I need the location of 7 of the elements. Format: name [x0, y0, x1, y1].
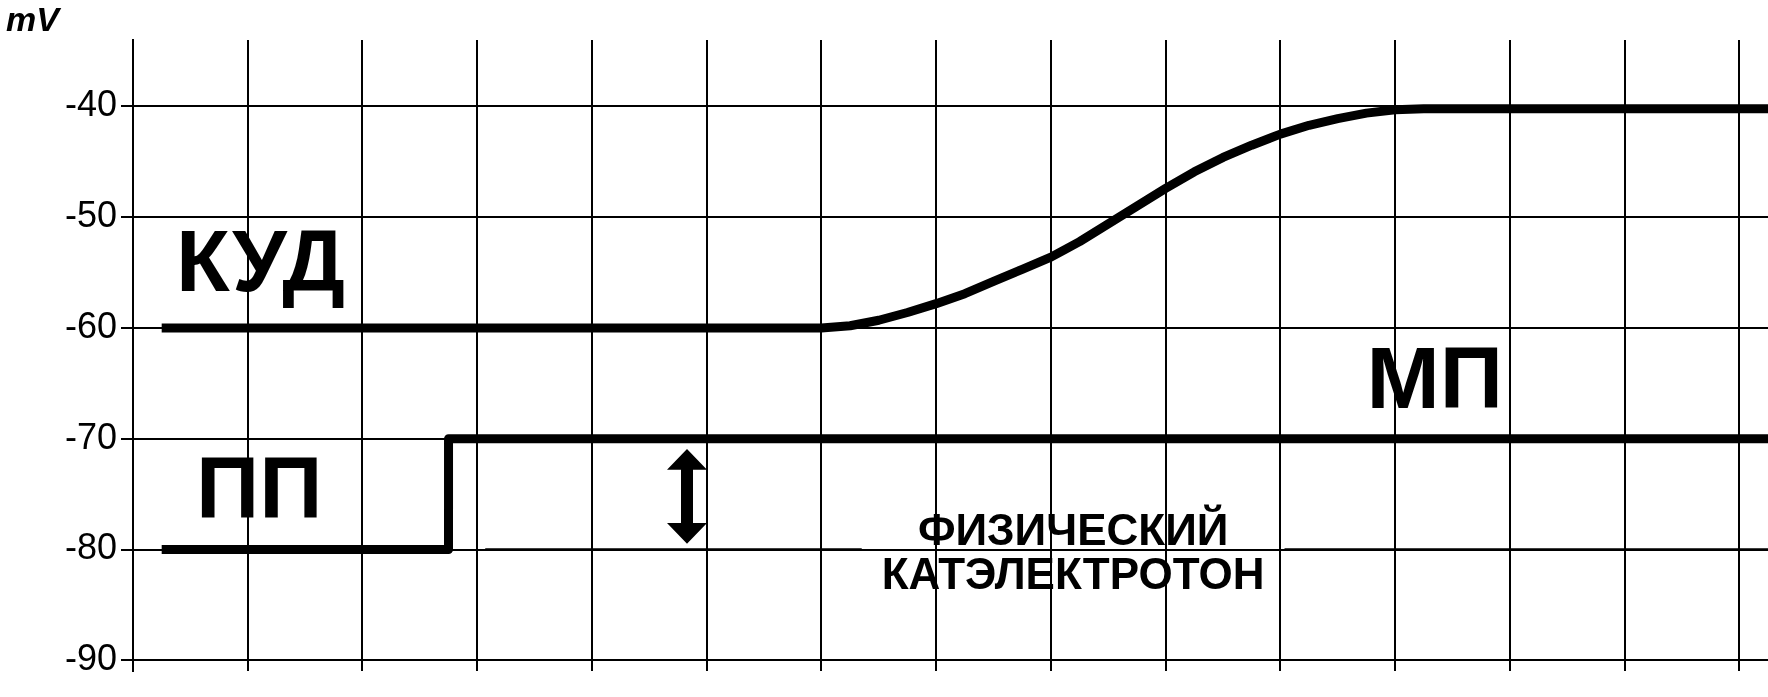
- y-axis-title: mV: [6, 0, 63, 39]
- y-tick-label: -70: [64, 415, 117, 457]
- y-tick-label: -40: [64, 83, 117, 125]
- y-tick-label: -80: [64, 526, 117, 568]
- y-tick-label: -60: [64, 304, 117, 346]
- y-tick-label: -50: [64, 194, 117, 236]
- y-tick-label: -90: [64, 637, 117, 679]
